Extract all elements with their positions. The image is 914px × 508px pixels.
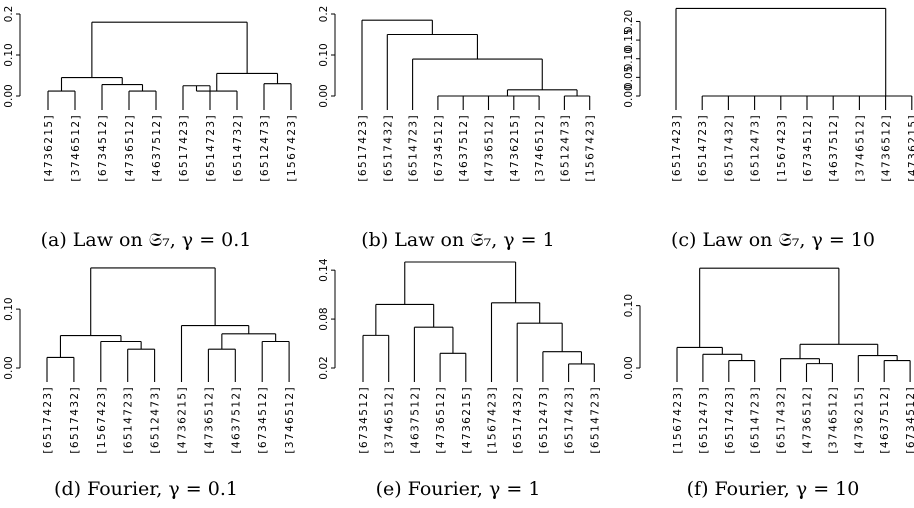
y-tick-label: 0.02 [318, 356, 330, 379]
leaf-label: [4736512] [203, 386, 215, 454]
panel-caption: (e) Fourier, γ = 1 [376, 478, 541, 500]
leaf-label: [6517423] [671, 114, 683, 182]
leaf-label: [1567423] [96, 386, 108, 454]
leaf-label: [6514723] [750, 386, 762, 454]
leaf-label: [6512473] [559, 114, 571, 182]
leaf-label: [6517423] [724, 386, 736, 454]
dendrogram-panel-6: 0.00 0.10 [1567423] [6512473] [6517423] [6514… [623, 267, 914, 500]
leaf-label: [3746512] [534, 114, 546, 182]
leaf-label: [4736512] [435, 386, 447, 454]
leaf-label: [6517432] [69, 386, 81, 454]
leaf-label: [6514723] [205, 114, 217, 182]
leaf-label: [6517432] [382, 114, 394, 182]
leaf-label: [6514723] [408, 114, 420, 182]
leaf-label: [4637512] [230, 386, 242, 454]
y-tick-label: 0.00 [3, 84, 15, 107]
panel-caption: (b) Law on 𝔖₇, γ = 1 [361, 229, 554, 251]
leaf-label: [1567423] [487, 386, 499, 454]
leaf-label: [4637512] [458, 114, 470, 182]
leaf-label: [4736215] [509, 114, 521, 182]
leaf-label: [6517423] [357, 114, 369, 182]
leaf-label: [4637512] [151, 114, 163, 182]
y-tick-label: 0.14 [318, 258, 330, 282]
leaf-label: [6514723] [123, 386, 135, 454]
leaf-label: [4736512] [484, 114, 496, 182]
leaf-label: [4637512] [828, 114, 840, 182]
leaf-label: [6734512] [905, 386, 914, 454]
leaf-label: [4736215] [853, 386, 865, 454]
dendrogram-panel-3: 0.000.050.100.150.20 [6517423] [6514723] [6… [623, 7, 914, 251]
leaf-label: [6512473] [259, 114, 271, 182]
y-tick-label: 0.2 [318, 6, 330, 23]
leaf-label: [4736512] [881, 114, 893, 182]
leaf-label: [1567423] [286, 114, 298, 182]
leaf-label: [6517432] [512, 386, 524, 454]
dendrogram-panel-1: 0.00 0.10 0.2 [4736215] [3746512] [6734512] [4… [3, 6, 298, 251]
y-tick-label: 0.20 [623, 10, 635, 33]
leaf-label: [6514732] [232, 114, 244, 182]
y-tick-label: 0.10 [623, 294, 635, 317]
leaf-label: [1567423] [585, 114, 597, 182]
y-tick-label: 0.00 [3, 356, 15, 379]
leaf-label: [6734512] [802, 114, 814, 182]
leaf-label: [6517423] [178, 114, 190, 182]
leaf-label: [4736215] [461, 386, 473, 454]
y-tick-label: 0.00 [623, 84, 635, 107]
y-tick-label: 0.10 [3, 297, 15, 320]
y-tick-label: 0.00 [318, 84, 330, 107]
leaf-label: [4736215] [43, 114, 55, 182]
leaf-label: [4736512] [124, 114, 136, 182]
dendrogram-panel-4: 0.00 0.10 [6517423] [6517432] [1567423] [6514… [3, 267, 296, 500]
y-tick-label: 0.05 [623, 66, 635, 89]
y-tick-label: 0.2 [3, 6, 15, 23]
leaf-label: [6512473] [698, 386, 710, 454]
leaf-label: [3746512] [854, 114, 866, 182]
leaf-label: [6517432] [723, 114, 735, 182]
panel-caption: (a) Law on 𝔖₇, γ = 0.1 [41, 229, 252, 251]
panel-caption: (d) Fourier, γ = 0.1 [54, 478, 238, 500]
leaf-label: [4736215] [907, 114, 914, 182]
leaf-label: [6517423] [564, 386, 576, 454]
panel-caption: (f) Fourier, γ = 10 [687, 478, 860, 500]
leaf-label: [6734512] [97, 114, 109, 182]
dendrogram-panel-5: 0.02 0.08 0.14 [6734512] [3746512] [4637512] [… [318, 258, 601, 500]
leaf-label: [6512473] [150, 386, 162, 454]
leaf-label: [6512473] [750, 114, 762, 182]
y-tick-label: 0.08 [318, 307, 330, 330]
y-tick-label: 0.15 [623, 28, 635, 51]
leaf-label: [4736512] [802, 386, 814, 454]
y-tick-label: 0.00 [623, 356, 635, 379]
leaf-label: [3746512] [827, 386, 839, 454]
leaf-label: [4736215] [177, 386, 189, 454]
leaf-label: [1567423] [672, 386, 684, 454]
dendrogram-panel-2: 0.00 0.10 0.2 [6517423] [6517432] [6514723] [6… [318, 6, 597, 251]
leaf-label: [4637512] [409, 386, 421, 454]
y-tick-label: 0.10 [3, 43, 15, 66]
leaf-label: [6517432] [776, 386, 788, 454]
leaf-label: [6734512] [257, 386, 269, 454]
leaf-label: [4637512] [879, 386, 891, 454]
panel-caption: (c) Law on 𝔖₇, γ = 10 [671, 229, 875, 251]
leaf-label: [3746512] [284, 386, 296, 454]
leaf-label: [3746512] [384, 386, 396, 454]
leaf-label: [1567423] [776, 114, 788, 182]
y-tick-label: 0.10 [623, 47, 635, 70]
leaf-label: [6517423] [42, 386, 54, 454]
leaf-label: [6734512] [358, 386, 370, 454]
leaf-label: [6514723] [697, 114, 709, 182]
leaf-label: [6734512] [433, 114, 445, 182]
leaf-label: [6514723] [589, 386, 601, 454]
y-tick-label: 0.10 [318, 43, 330, 66]
leaf-label: [6512473] [538, 386, 550, 454]
leaf-label: [3746512] [70, 114, 82, 182]
